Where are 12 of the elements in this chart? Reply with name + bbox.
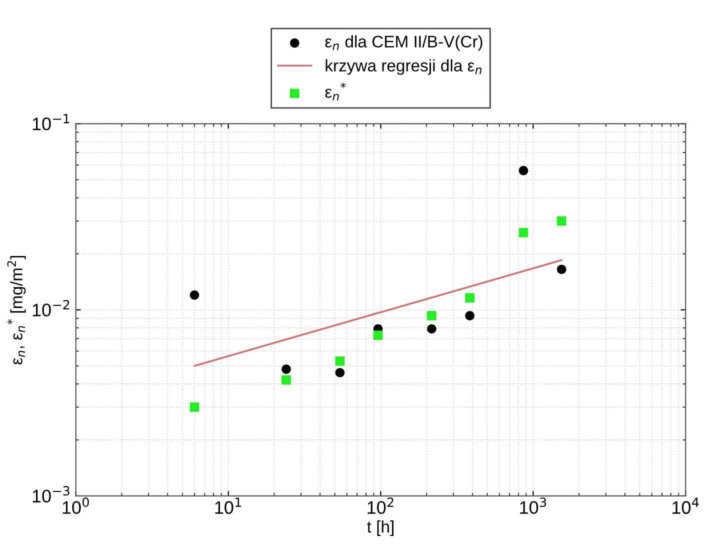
x-tick-label: 10$^{3}$ [520, 497, 546, 514]
y-tick-label: 10$^{−1}$ [32, 114, 70, 130]
legend-label: ε$_{n}$ dla CEM II/B-V(Cr) [325, 35, 482, 51]
x-tick-label: 10$^{2}$ [368, 497, 394, 514]
legend-label: ε$_{n}$$^{*}$ [325, 82, 346, 100]
y-axis-title: ε$_{n}$, ε$_{n}$$^{*}$ [mg/m$^{2}$] [7, 256, 26, 364]
x-tick-label: 10$^{0}$ [62, 497, 89, 514]
legend-label: krzywa regresji dla ε$_{n}$ [326, 59, 482, 75]
x-tick-label: 10$^{4}$ [672, 498, 699, 514]
x-axis-title: t [h] [367, 520, 394, 536]
x-tick-label: 10$^{1}$ [215, 498, 241, 514]
y-tick-label: 10$^{−2}$ [32, 300, 70, 316]
